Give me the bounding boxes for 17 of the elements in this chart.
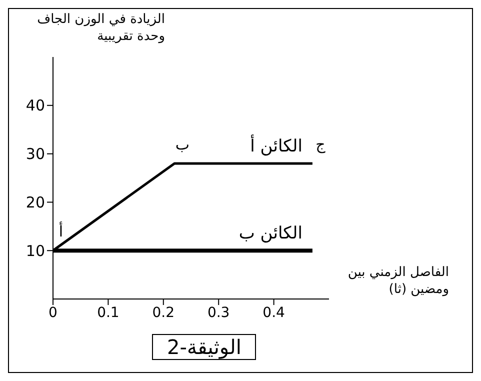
y-tick-label: 30 [26, 145, 45, 164]
y-tick-label: 10 [26, 242, 45, 260]
series-label: الكائن ب [238, 224, 302, 244]
text: الوثيقة-2 [152, 334, 256, 360]
x-tick-label: 0.4 [262, 304, 286, 321]
series-label: الكائن أ [250, 134, 302, 156]
x-tick-label: 0 [48, 304, 58, 321]
x-tick-label: 0.2 [152, 304, 175, 321]
annotation: ج [316, 135, 326, 154]
annotation: أ [58, 222, 64, 241]
y-axis-title: الزيادة في الوزن الجاف وحدة تقريبية [36, 11, 165, 45]
x-tick-label: 0.1 [97, 304, 120, 321]
y-tick-label: 20 [26, 194, 45, 212]
y-tick-label: 40 [26, 96, 45, 115]
x-axis-title: الفاصل الزمني بين ومضين (ثا) [346, 264, 449, 298]
x-tick-label: 0.3 [207, 304, 230, 321]
annotation: ب [175, 135, 190, 154]
